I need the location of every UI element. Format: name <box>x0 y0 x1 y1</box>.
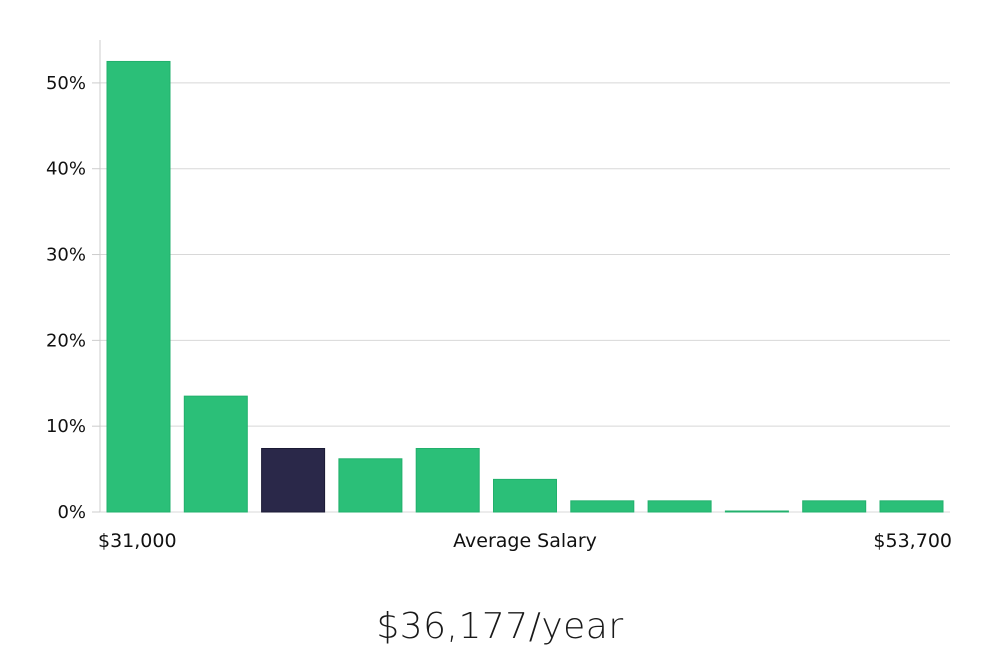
bar <box>802 500 867 513</box>
bar <box>415 447 480 513</box>
bar-highlighted <box>261 447 326 513</box>
bar <box>724 510 789 513</box>
x-min-label: $31,000 <box>98 530 177 552</box>
y-tick-label: 20% <box>46 330 86 351</box>
x-max-label: $53,700 <box>873 530 952 552</box>
bar <box>647 500 712 513</box>
bar <box>338 458 403 513</box>
bar <box>106 60 171 513</box>
bar <box>493 478 557 513</box>
bar <box>570 500 635 513</box>
histogram-svg: 0% 10% 20% 30% 40% 50% $31,000 Average Salary $5… <box>46 40 952 552</box>
y-tick-label: 30% <box>46 245 86 266</box>
x-axis-title: Average Salary <box>453 530 597 552</box>
y-tick-label: 10% <box>46 416 86 437</box>
bar <box>879 500 944 513</box>
y-tick-label: 50% <box>46 73 86 94</box>
y-tick-label: 0% <box>57 502 86 523</box>
average-salary-headline: $36,177/year <box>376 606 624 647</box>
bar <box>183 395 248 513</box>
y-tick-label: 40% <box>46 159 86 180</box>
salary-histogram: 0% 10% 20% 30% 40% 50% $31,000 Average Salary $5… <box>46 40 952 552</box>
